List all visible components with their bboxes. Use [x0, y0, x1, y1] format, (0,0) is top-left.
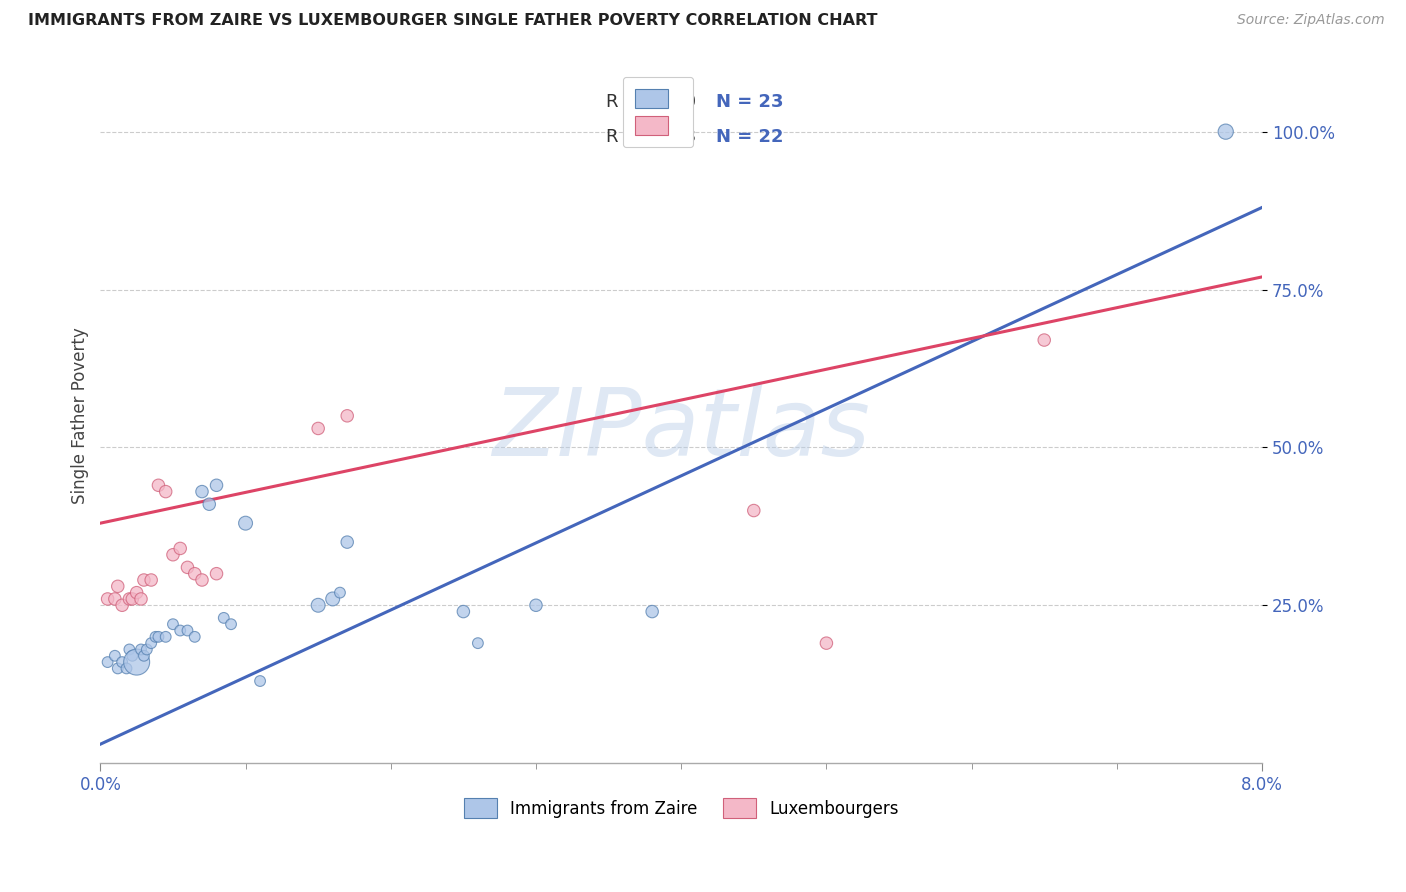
Text: R = 0.850: R = 0.850	[606, 93, 696, 111]
Point	[104, 591, 127, 606]
Legend: Immigrants from Zaire, Luxembourgers: Immigrants from Zaire, Luxembourgers	[457, 792, 905, 824]
Point	[129, 642, 152, 657]
Text: IMMIGRANTS FROM ZAIRE VS LUXEMBOURGER SINGLE FATHER POVERTY CORRELATION CHART: IMMIGRANTS FROM ZAIRE VS LUXEMBOURGER SI…	[28, 13, 877, 29]
Point	[815, 636, 838, 650]
Point	[235, 516, 257, 531]
Point	[155, 484, 177, 499]
Point	[742, 503, 765, 517]
Point	[336, 409, 359, 423]
Point	[467, 636, 489, 650]
Point	[132, 648, 155, 663]
Point	[162, 617, 184, 632]
Point	[307, 599, 329, 613]
Point	[198, 497, 221, 511]
Point	[111, 599, 134, 613]
Point	[125, 655, 148, 669]
Point	[162, 548, 184, 562]
Point	[148, 630, 170, 644]
Point	[1215, 125, 1237, 139]
Point	[132, 573, 155, 587]
Point	[97, 591, 120, 606]
Point	[184, 630, 207, 644]
Point	[121, 648, 143, 663]
Point	[107, 579, 129, 593]
Point	[145, 630, 167, 644]
Point	[169, 624, 191, 638]
Point	[141, 636, 163, 650]
Point	[111, 655, 134, 669]
Point	[135, 642, 157, 657]
Point	[118, 642, 141, 657]
Y-axis label: Single Father Poverty: Single Father Poverty	[72, 327, 89, 504]
Point	[249, 673, 271, 688]
Point	[205, 566, 228, 581]
Point	[191, 484, 214, 499]
Text: N = 23: N = 23	[716, 93, 783, 111]
Point	[212, 611, 235, 625]
Point	[155, 630, 177, 644]
Point	[336, 535, 359, 549]
Point	[307, 421, 329, 435]
Text: R = 0.303: R = 0.303	[606, 128, 696, 145]
Point	[1033, 333, 1056, 347]
Point	[176, 624, 198, 638]
Point	[125, 585, 148, 599]
Point	[322, 591, 344, 606]
Point	[118, 591, 141, 606]
Point	[121, 591, 143, 606]
Point	[148, 478, 170, 492]
Point	[329, 585, 352, 599]
Point	[104, 648, 127, 663]
Point	[97, 655, 120, 669]
Point	[641, 605, 664, 619]
Point	[129, 591, 152, 606]
Point	[176, 560, 198, 574]
Point	[219, 617, 242, 632]
Text: N = 22: N = 22	[716, 128, 783, 145]
Text: Source: ZipAtlas.com: Source: ZipAtlas.com	[1237, 13, 1385, 28]
Point	[115, 661, 138, 675]
Point	[169, 541, 191, 556]
Point	[453, 605, 475, 619]
Text: ZIPatlas: ZIPatlas	[492, 384, 870, 475]
Point	[205, 478, 228, 492]
Point	[107, 661, 129, 675]
Point	[524, 599, 547, 613]
Point	[141, 573, 163, 587]
Point	[184, 566, 207, 581]
Point	[191, 573, 214, 587]
